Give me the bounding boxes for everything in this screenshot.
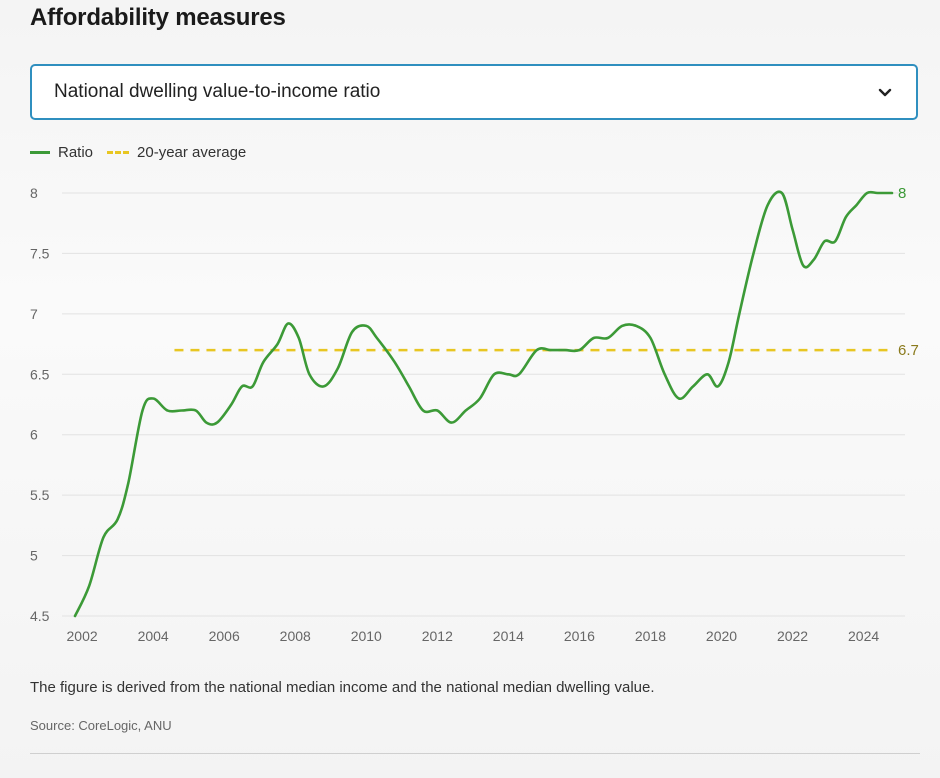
- x-tick-label: 2010: [351, 628, 382, 644]
- x-tick-label: 2012: [422, 628, 453, 644]
- ratio-chart: 4.5 5 5.5 6 6.5 7 7.5 8 2002 2004 2006 2008 2010 2012…: [30, 185, 919, 644]
- y-tick-label: 7.5: [30, 245, 50, 261]
- x-tick-label: 2022: [777, 628, 808, 644]
- divider: [30, 753, 920, 754]
- series-line-ratio: [73, 190, 894, 618]
- page-title: Affordability measures: [30, 4, 286, 31]
- measure-select-value: National dwelling value-to-income ratio: [54, 81, 381, 102]
- x-tick-label: 2004: [138, 628, 169, 644]
- legend-swatch-ratio: [30, 151, 50, 154]
- x-tick-label: 2016: [564, 628, 595, 644]
- x-tick-label: 2020: [706, 628, 737, 644]
- chevron-down-icon: [876, 83, 894, 101]
- legend-label-ratio: Ratio: [58, 144, 94, 161]
- x-tick-label: 2014: [493, 628, 524, 644]
- end-label-average: 6.7: [898, 342, 919, 359]
- y-tick-label: 5.5: [30, 487, 50, 503]
- y-tick-label: 8: [30, 185, 38, 201]
- x-tick-label: 2006: [209, 628, 240, 644]
- y-tick-label: 4.5: [30, 608, 50, 624]
- end-label-ratio: 8: [898, 185, 906, 202]
- x-tick-label: 2024: [848, 628, 879, 644]
- measure-select[interactable]: National dwelling value-to-income ratio: [30, 64, 918, 120]
- legend-item-average: 20-year average: [107, 144, 246, 161]
- x-tick-label: 2002: [67, 628, 98, 644]
- chart-legend: Ratio 20-year average: [30, 144, 246, 161]
- x-tick-label: 2008: [280, 628, 311, 644]
- chart-note: The figure is derived from the national …: [30, 679, 655, 696]
- x-tick-label: 2018: [635, 628, 666, 644]
- y-tick-label: 6: [30, 427, 38, 443]
- chart-source: Source: CoreLogic, ANU: [30, 718, 172, 733]
- legend-item-ratio: Ratio: [30, 144, 93, 161]
- y-tick-label: 7: [30, 306, 38, 322]
- legend-label-average: 20-year average: [137, 144, 247, 161]
- y-tick-label: 6.5: [30, 366, 50, 382]
- legend-swatch-average: [107, 151, 130, 154]
- y-tick-label: 5: [30, 548, 38, 564]
